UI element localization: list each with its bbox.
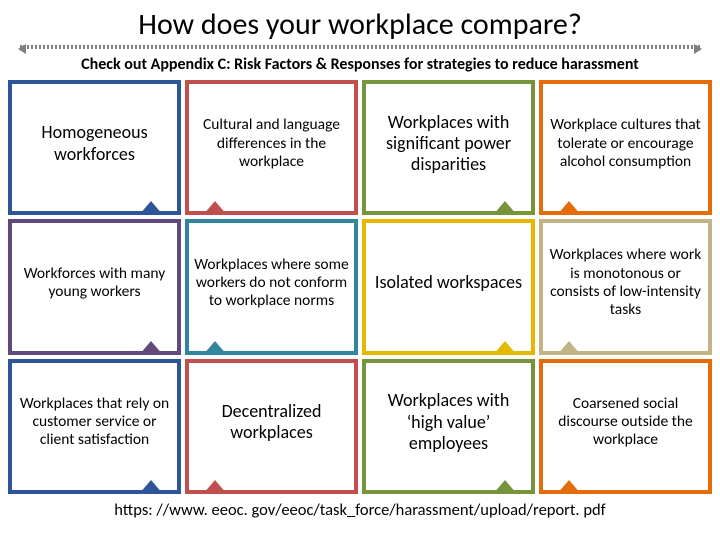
cell-notch-icon bbox=[493, 341, 517, 355]
cell-notch-icon bbox=[203, 480, 227, 494]
risk-cell-text: Workforces with many young workers bbox=[16, 265, 173, 302]
cell-notch-icon bbox=[493, 201, 517, 215]
cell-notch-icon bbox=[557, 201, 581, 215]
risk-cell-1: Cultural and language differences in the… bbox=[185, 80, 358, 215]
risk-cell-text: Workplaces with ‘high value’ employees bbox=[370, 390, 527, 454]
risk-cell-text: Decentralized workplaces bbox=[193, 401, 350, 443]
cell-notch-icon bbox=[557, 341, 581, 355]
risk-cell-10: Workplaces with ‘high value’ employees bbox=[362, 359, 535, 494]
risk-cell-text: Workplaces with significant power dispar… bbox=[370, 112, 527, 176]
cell-notch-icon bbox=[203, 201, 227, 215]
risk-cell-8: Workplaces that rely on customer service… bbox=[8, 359, 181, 494]
cell-notch-icon bbox=[139, 201, 163, 215]
footer-url: https: //www. eeoc. gov/eeoc/task_force/… bbox=[0, 494, 720, 520]
risk-cell-text: Homogeneous workforces bbox=[16, 122, 173, 164]
risk-cell-text: Workplaces where some workers do not con… bbox=[193, 256, 350, 311]
cell-notch-icon bbox=[139, 341, 163, 355]
cell-notch-icon bbox=[557, 480, 581, 494]
risk-cell-3: Workplace cultures that tolerate or enco… bbox=[539, 80, 712, 215]
risk-cell-text: Isolated workspaces bbox=[375, 272, 522, 293]
cell-notch-icon bbox=[493, 480, 517, 494]
risk-cell-0: Homogeneous workforces bbox=[8, 80, 181, 215]
risk-cell-text: Workplaces that rely on customer service… bbox=[16, 395, 173, 450]
risk-cell-11: Coarsened social discourse outside the w… bbox=[539, 359, 712, 494]
cell-notch-icon bbox=[203, 341, 227, 355]
risk-cell-6: Isolated workspaces bbox=[362, 219, 535, 354]
risk-cell-7: Workplaces where work is monotonous or c… bbox=[539, 219, 712, 354]
risk-cell-4: Workforces with many young workers bbox=[8, 219, 181, 354]
risk-cell-text: Workplaces where work is monotonous or c… bbox=[547, 246, 704, 319]
cell-notch-icon bbox=[139, 480, 163, 494]
risk-cell-2: Workplaces with significant power dispar… bbox=[362, 80, 535, 215]
risk-cell-5: Workplaces where some workers do not con… bbox=[185, 219, 358, 354]
risk-cell-text: Coarsened social discourse outside the w… bbox=[547, 395, 704, 450]
risk-cell-text: Cultural and language differences in the… bbox=[193, 116, 350, 171]
risk-factor-grid: Homogeneous workforces Cultural and langu… bbox=[0, 80, 720, 494]
risk-cell-9: Decentralized workplaces bbox=[185, 359, 358, 494]
page-title: How does your workplace compare? bbox=[0, 0, 720, 45]
risk-cell-text: Workplace cultures that tolerate or enco… bbox=[547, 116, 704, 171]
title-divider bbox=[20, 45, 700, 49]
page-subtitle: Check out Appendix C: Risk Factors & Res… bbox=[0, 53, 720, 80]
